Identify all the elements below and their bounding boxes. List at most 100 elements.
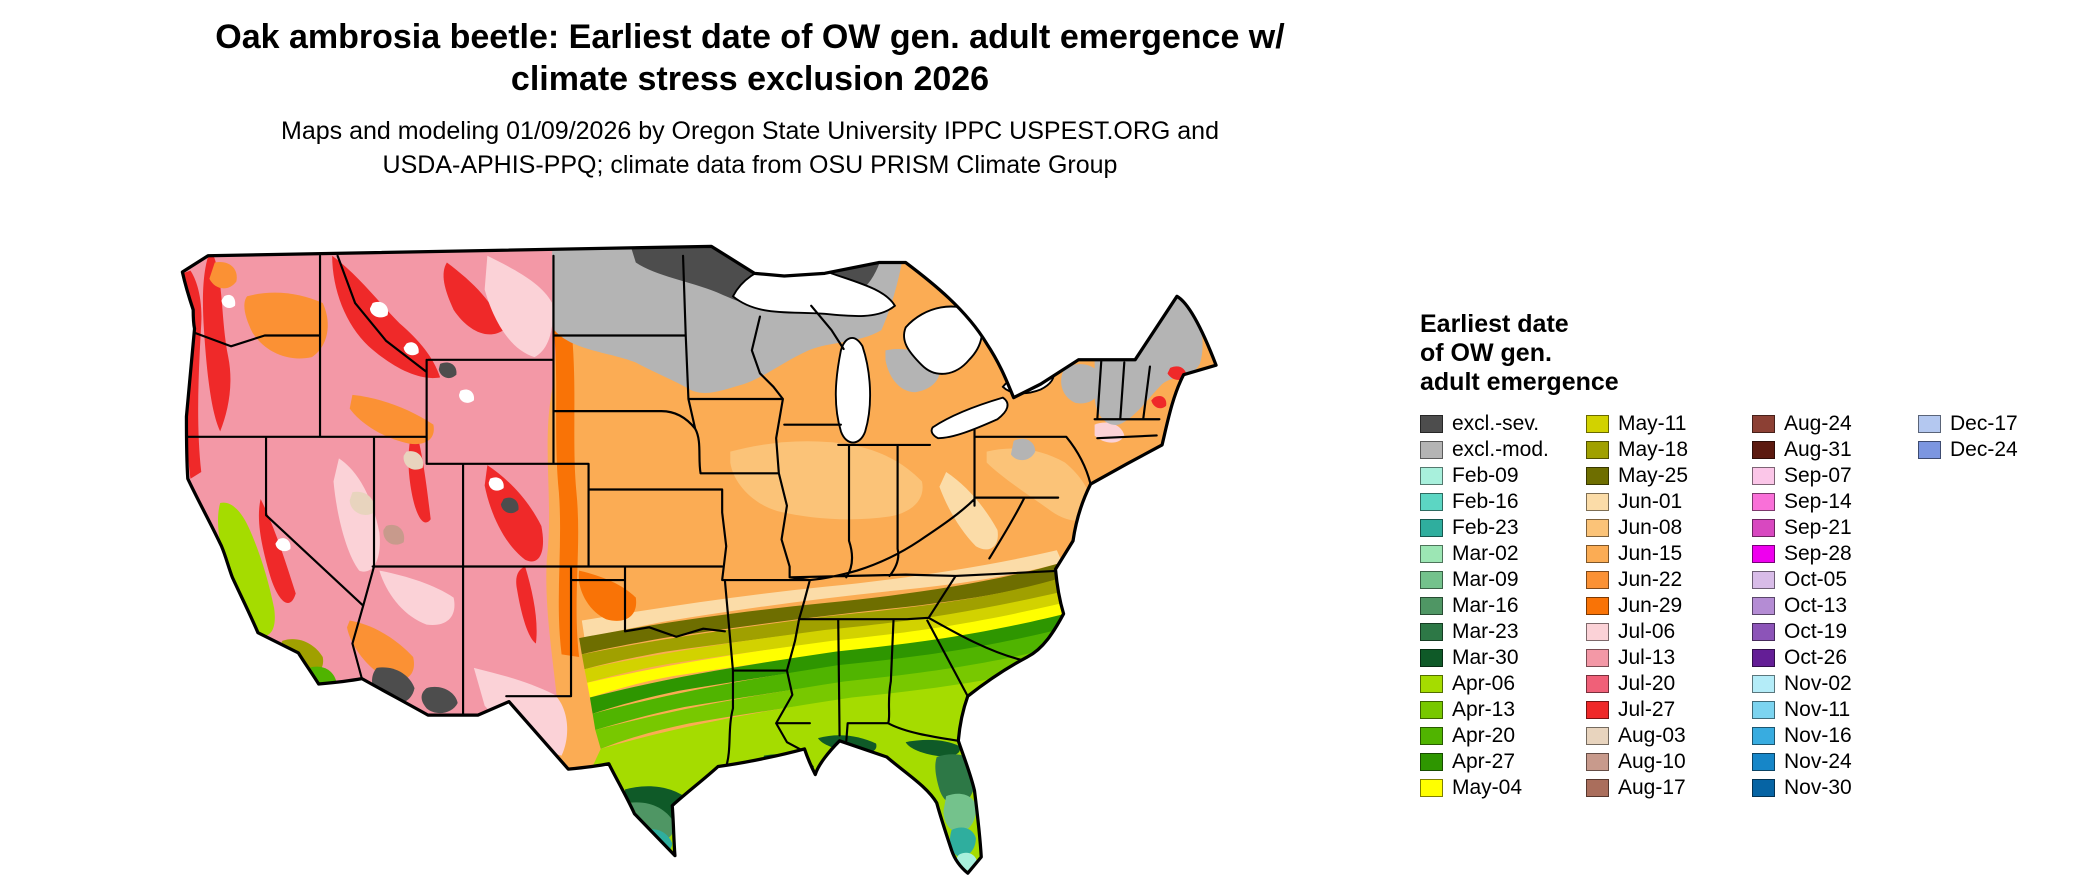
legend-label: Jun-29: [1618, 594, 1683, 617]
legend-entry: Apr-27: [1420, 749, 1562, 775]
legend-label: Aug-03: [1618, 724, 1686, 747]
legend-entry: Oct-26: [1752, 645, 1894, 671]
legend-entry: Mar-09: [1420, 567, 1562, 593]
legend-entry: Aug-17: [1586, 775, 1728, 801]
map-subtitle-line2: USDA-APHIS-PPQ; climate data from OSU PR…: [382, 151, 1118, 179]
legend-swatch: [1752, 493, 1775, 511]
map-color-regions: [182, 246, 1217, 874]
legend-entry: Mar-16: [1420, 593, 1562, 619]
legend-label: Oct-26: [1784, 646, 1848, 669]
legend-label: Oct-13: [1784, 594, 1848, 617]
legend-swatch: [1420, 415, 1443, 433]
legend-entry: May-18: [1586, 437, 1728, 463]
legend-entry: Mar-30: [1420, 645, 1562, 671]
legend-swatch: [1586, 441, 1609, 459]
legend-title-line2: of OW gen.: [1420, 339, 1552, 367]
legend-column: May-11 May-18 May-25 Jun-01 Jun-08 Jun-15 Jun-…: [1586, 411, 1728, 801]
legend-entry: Oct-13: [1752, 593, 1894, 619]
map-header: Oak ambrosia beetle: Earliest date of OW…: [170, 16, 1330, 182]
legend-entry: Nov-24: [1752, 749, 1894, 775]
legend-label: Jul-13: [1618, 646, 1676, 669]
legend-label: Jul-20: [1618, 672, 1676, 695]
legend-label: Oct-05: [1784, 568, 1848, 591]
legend-entry: Jul-27: [1586, 697, 1728, 723]
legend-entry: Sep-28: [1752, 541, 1894, 567]
legend-swatch: [1420, 753, 1443, 771]
map-subtitle-line1: Maps and modeling 01/09/2026 by Oregon S…: [281, 117, 1219, 145]
legend-label: Feb-23: [1452, 516, 1519, 539]
legend-swatch: [1420, 649, 1443, 667]
legend-label: excl.-sev.: [1452, 412, 1540, 435]
legend-swatch: [1752, 649, 1775, 667]
legend-entry: excl.-mod.: [1420, 437, 1562, 463]
legend-label: Jul-06: [1618, 620, 1676, 643]
legend-label: Feb-16: [1452, 490, 1519, 513]
legend-title-line3: adult emergence: [1420, 368, 1619, 396]
legend-swatch: [1420, 727, 1443, 745]
legend-entry: May-25: [1586, 463, 1728, 489]
legend-label: Nov-24: [1784, 750, 1852, 773]
legend-entry: May-11: [1586, 411, 1728, 437]
legend-column: Dec-17 Dec-24: [1918, 411, 2060, 463]
map-title-line1: Oak ambrosia beetle: Earliest date of OW…: [215, 18, 1285, 56]
legend-entry: Nov-11: [1752, 697, 1894, 723]
legend-label: Jun-01: [1618, 490, 1683, 513]
legend-entry: excl.-sev.: [1420, 411, 1562, 437]
legend-entry: Oct-19: [1752, 619, 1894, 645]
legend-label: Mar-30: [1452, 646, 1519, 669]
us-map-figure: [150, 222, 1378, 884]
legend-entry: Nov-30: [1752, 775, 1894, 801]
legend-label: Dec-24: [1950, 438, 2018, 461]
legend-entry: Apr-20: [1420, 723, 1562, 749]
legend-swatch: [1586, 597, 1609, 615]
legend-entry: May-04: [1420, 775, 1562, 801]
legend-entry: Apr-06: [1420, 671, 1562, 697]
legend-swatch: [1586, 415, 1609, 433]
legend-swatch: [1586, 753, 1609, 771]
legend-label: Sep-28: [1784, 542, 1852, 565]
legend-swatch: [1752, 519, 1775, 537]
legend-entry: Feb-16: [1420, 489, 1562, 515]
legend-swatch: [1752, 441, 1775, 459]
legend-entry: Sep-21: [1752, 515, 1894, 541]
legend-entry: Nov-02: [1752, 671, 1894, 697]
legend-label: Feb-09: [1452, 464, 1519, 487]
legend-swatch: [1918, 415, 1941, 433]
legend-title: Earliest date of OW gen. adult emergence: [1420, 310, 2080, 397]
legend-swatch: [1752, 623, 1775, 641]
legend-swatch: [1420, 467, 1443, 485]
legend-entry: Mar-02: [1420, 541, 1562, 567]
legend-label: Sep-07: [1784, 464, 1852, 487]
legend-entry: Feb-09: [1420, 463, 1562, 489]
legend-entry: Jun-22: [1586, 567, 1728, 593]
legend-entry: Jul-13: [1586, 645, 1728, 671]
legend-label: Aug-31: [1784, 438, 1852, 461]
legend-swatch: [1918, 441, 1941, 459]
legend-columns: excl.-sev. excl.-mod. Feb-09 Feb-16 Feb-23 Ma…: [1420, 411, 2080, 801]
legend-label: Dec-17: [1950, 412, 2018, 435]
us-outline: [180, 244, 1218, 875]
legend-entry: Feb-23: [1420, 515, 1562, 541]
legend-swatch: [1586, 701, 1609, 719]
map-title-line2: climate stress exclusion 2026: [510, 60, 990, 98]
legend-swatch: [1752, 545, 1775, 563]
legend-entry: Dec-24: [1918, 437, 2060, 463]
legend-label: excl.-mod.: [1452, 438, 1549, 461]
legend-swatch: [1420, 519, 1443, 537]
legend-swatch: [1752, 675, 1775, 693]
legend-label: May-11: [1618, 412, 1687, 435]
legend-label: May-25: [1618, 464, 1689, 487]
legend-swatch: [1752, 467, 1775, 485]
legend-swatch: [1586, 545, 1609, 563]
legend-swatch: [1586, 675, 1609, 693]
legend-swatch: [1420, 675, 1443, 693]
legend-label: Apr-13: [1452, 698, 1516, 721]
legend-swatch: [1420, 779, 1443, 797]
legend-swatch: [1752, 753, 1775, 771]
legend-label: Aug-24: [1784, 412, 1852, 435]
legend-entry: Oct-05: [1752, 567, 1894, 593]
legend-swatch: [1586, 727, 1609, 745]
legend-entry: Jun-01: [1586, 489, 1728, 515]
legend-swatch: [1752, 779, 1775, 797]
legend-entry: Jun-29: [1586, 593, 1728, 619]
